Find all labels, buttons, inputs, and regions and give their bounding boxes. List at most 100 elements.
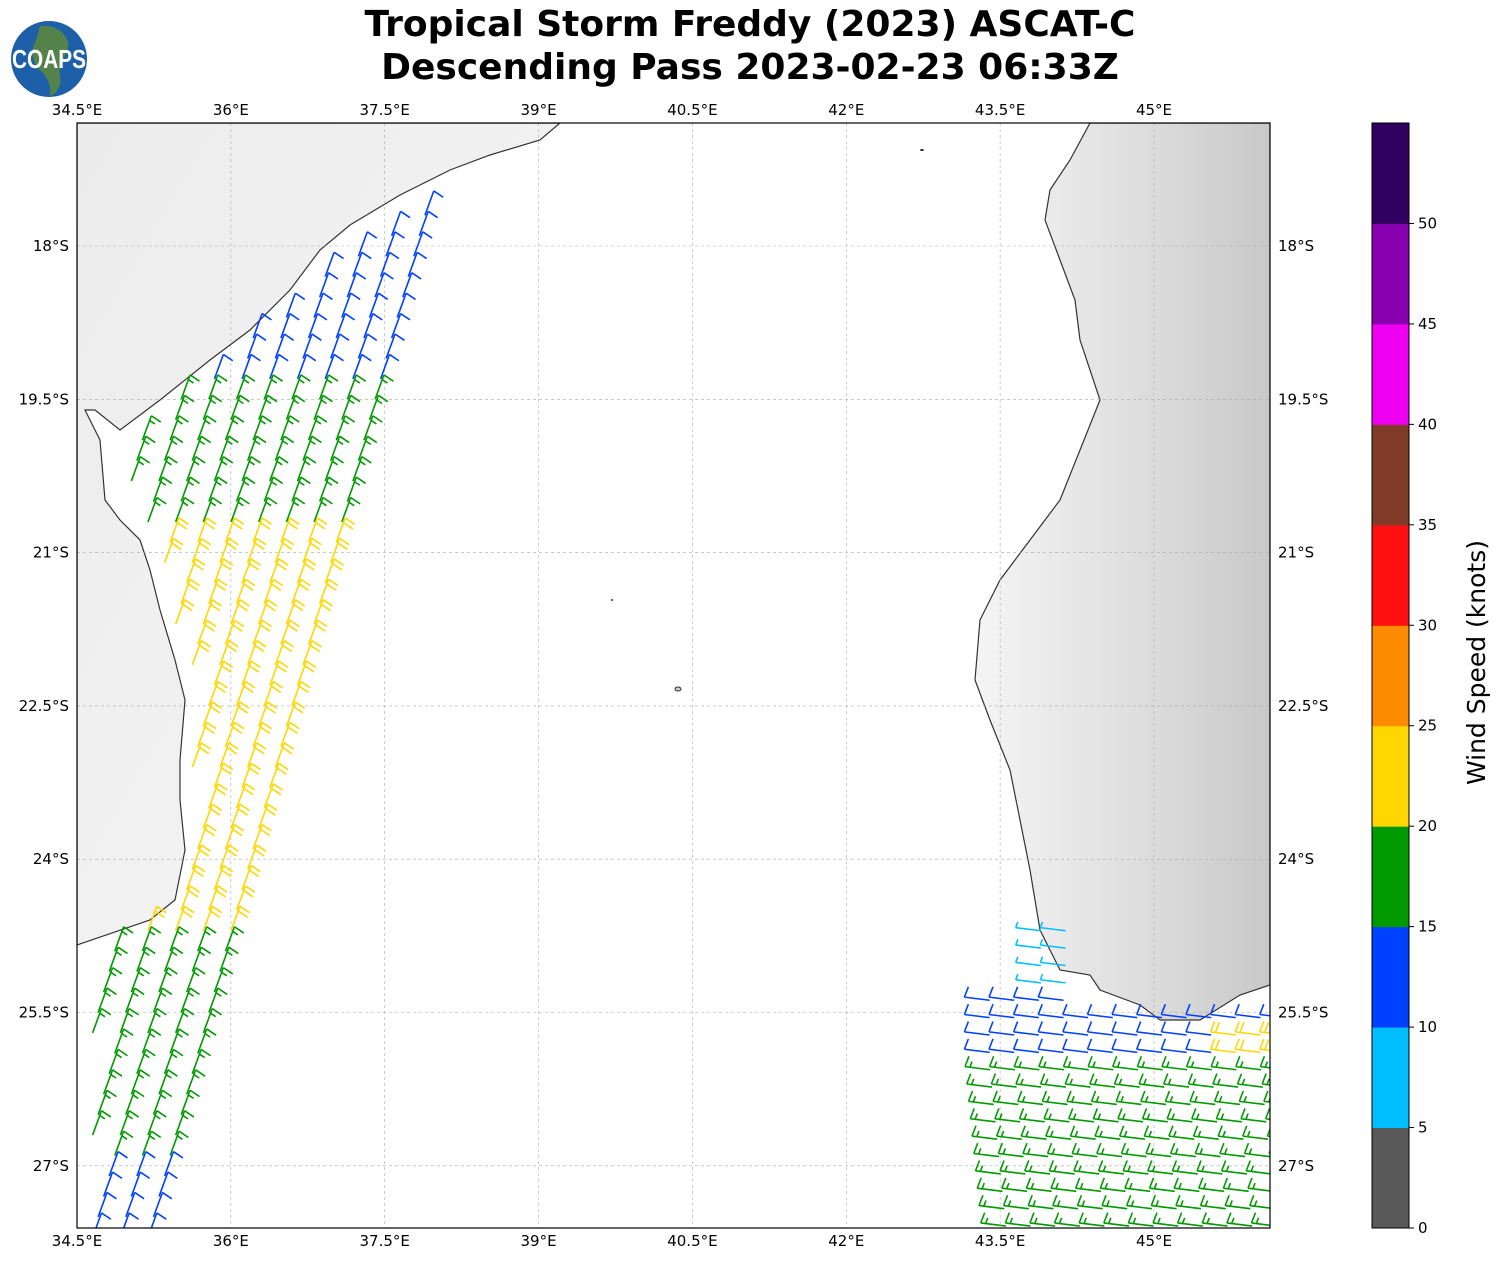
wind-barb [246, 742, 267, 768]
colorbar-segment [1372, 926, 1409, 1028]
wind-barb [1037, 1003, 1064, 1019]
wind-barb [152, 1089, 173, 1115]
wind-barb [141, 1028, 162, 1054]
wind-barb [1127, 1212, 1154, 1227]
wind-barb [158, 1171, 178, 1197]
wind-barb [213, 353, 234, 380]
wind-barb [1045, 1125, 1072, 1141]
wind-barb [258, 496, 278, 523]
wind-barb [1168, 1125, 1195, 1141]
wind-barb [285, 599, 306, 625]
wind-barb [285, 701, 306, 727]
wind-barb [191, 639, 212, 666]
wind-barb [1012, 1038, 1039, 1054]
wind-barb [185, 966, 206, 993]
wind-barb [147, 905, 167, 932]
wind-barb [208, 885, 228, 911]
wind-barb [108, 1048, 128, 1075]
wind-barb [363, 415, 383, 441]
colorbar-segment [1372, 323, 1409, 425]
colorbar-tick-label: 40 [1418, 415, 1437, 433]
wind-barb [241, 455, 261, 482]
colorbar-segment [1372, 1027, 1409, 1129]
wind-barb [1013, 1055, 1040, 1071]
wind-barb [1194, 1142, 1221, 1158]
wind-barb [988, 1003, 1015, 1019]
wind-barb [324, 455, 344, 482]
wind-barb [1141, 1108, 1168, 1123]
wind-barb [163, 1150, 184, 1177]
wind-barb [258, 803, 278, 829]
wind-barb [219, 844, 239, 870]
wind-barb [1247, 1177, 1270, 1192]
wind-barb [1198, 1177, 1225, 1193]
wind-barb [1196, 1160, 1223, 1175]
wind-barb [1074, 1177, 1102, 1193]
wind-barb [174, 1007, 195, 1034]
wind-barb [1234, 1021, 1261, 1036]
wind-barb [1069, 1125, 1096, 1141]
wind-barb [269, 558, 289, 584]
title-line-1: Tropical Storm Freddy (2023) ASCAT-C [364, 4, 1136, 45]
colorbar-segment [1372, 524, 1409, 626]
wind-barb [125, 987, 145, 1013]
wind-barb [1147, 1160, 1174, 1175]
wind-barb [1185, 1021, 1212, 1036]
lat-tick-label: 18°S [33, 237, 69, 255]
wind-barb [202, 496, 223, 523]
wind-barb [1261, 1073, 1270, 1086]
wind-barb [341, 292, 361, 318]
wind-barb [213, 966, 234, 993]
wind-barb [1103, 1212, 1130, 1227]
wind-barb [136, 1150, 156, 1177]
lon-tick-label: 37.5°E [360, 101, 410, 119]
lat-tick-label: 21°S [1278, 544, 1314, 562]
wind-barb [246, 435, 267, 461]
wind-barb [1226, 1212, 1253, 1227]
wind-barb [291, 374, 311, 400]
wind-barb [208, 578, 228, 604]
wind-barb [963, 1038, 990, 1054]
wind-barb [1236, 1073, 1263, 1088]
wind-barb [258, 394, 278, 421]
coaps-logo: COAPS [11, 21, 87, 97]
wind-barb [963, 1003, 990, 1019]
wind-barb [185, 864, 206, 891]
wind-barb [302, 333, 322, 359]
wind-barb [180, 476, 200, 502]
wind-barb [1086, 1003, 1113, 1019]
wind-barb [224, 721, 245, 748]
wind-barb [197, 823, 217, 850]
wind-barb [307, 415, 328, 441]
wind-barb [1092, 1108, 1119, 1123]
wind-barb [208, 783, 228, 809]
wind-barb [208, 374, 228, 400]
wind-barb [1148, 1177, 1175, 1193]
wind-barb [163, 1048, 184, 1075]
wind-barb [302, 537, 322, 564]
wind-barb [1213, 1090, 1240, 1106]
lon-tick-label: 37.5°E [360, 1232, 410, 1250]
wind-barb [313, 599, 333, 625]
wind-barb [1046, 1142, 1073, 1158]
wind-barb [1259, 1055, 1270, 1069]
wind-barb [141, 1130, 162, 1156]
wind-barb [174, 496, 195, 523]
lon-tick-label: 42°E [828, 101, 864, 119]
wind-barb [1150, 1194, 1177, 1210]
colorbar-tick-label: 10 [1418, 1018, 1437, 1036]
wind-barb [1235, 1055, 1262, 1071]
wind-barb [1138, 1073, 1165, 1088]
wind-barb [1012, 986, 1039, 1002]
wind-barb [1043, 1108, 1070, 1123]
wind-barb [213, 864, 234, 891]
wind-barb [1039, 973, 1066, 984]
wind-barb [180, 374, 200, 400]
wind-barb [152, 1191, 173, 1218]
wind-barb [280, 312, 300, 339]
wind-barb [246, 639, 267, 666]
wind-barb [208, 987, 228, 1013]
wind-barb [1259, 1038, 1270, 1052]
wind-barb [318, 272, 339, 298]
wind-barb [988, 986, 1015, 1002]
